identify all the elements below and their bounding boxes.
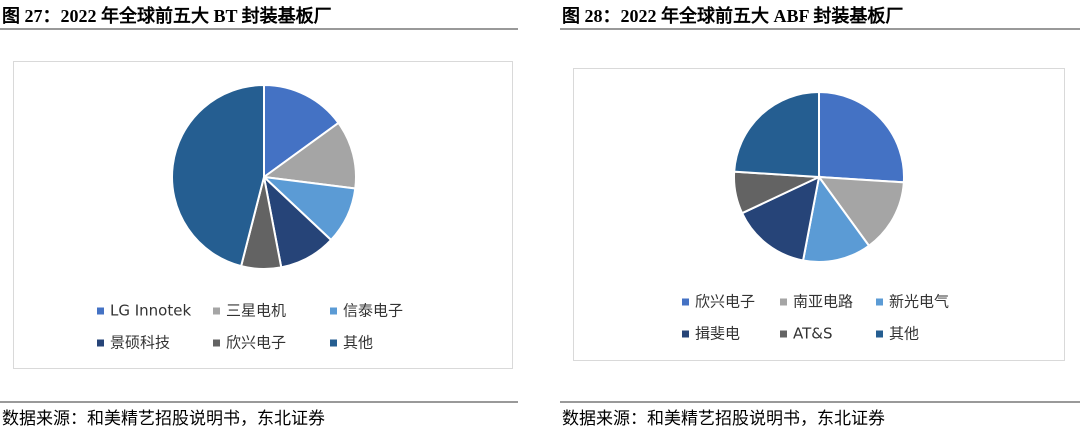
legend-label: 其他: [343, 334, 373, 352]
source-note: 数据来源：和美精艺招股说明书，东北证券: [562, 409, 885, 429]
legend-label: 新光电气: [889, 293, 949, 311]
legend-label: 景硕科技: [110, 334, 170, 352]
legend-swatch: [780, 330, 787, 338]
legend-swatch: [876, 298, 883, 306]
pie-slice: [801, 174, 871, 263]
legend-swatch: [682, 330, 689, 338]
legend-swatch: [213, 339, 220, 347]
legend-label: 其他: [889, 325, 919, 343]
legend-label: AT&S: [793, 325, 832, 343]
legend-label: LG Innotek: [110, 302, 191, 320]
chart-title: 图 27：2022 年全球前五大 BT 封装基板厂: [2, 5, 332, 26]
pie-slice: [263, 83, 340, 179]
pie-slice: [733, 90, 820, 179]
pie-slice: [740, 175, 821, 262]
legend-swatch: [213, 307, 220, 315]
pie-slice: [818, 90, 905, 184]
legend-swatch: [97, 307, 104, 315]
legend-swatch: [330, 307, 337, 315]
pie-slice: [171, 83, 265, 268]
legend-swatch: [682, 298, 689, 306]
legend-swatch: [780, 298, 787, 306]
source-note: 数据来源：和美精艺招股说明书，东北证券: [2, 409, 325, 429]
legend-label: 揖斐电: [695, 325, 740, 343]
legend-label: 欣兴电子: [695, 293, 755, 311]
legend-label: 信泰电子: [343, 302, 403, 320]
legend-label: 三星电机: [226, 302, 286, 320]
legend-label: 南亚电路: [793, 293, 853, 311]
legend-label: 欣兴电子: [226, 334, 286, 352]
chart-title: 图 28：2022 年全球前五大 ABF 封装基板厂: [562, 5, 903, 26]
legend-swatch: [876, 330, 883, 338]
pie-slice: [816, 175, 905, 248]
legend-swatch: [97, 339, 104, 347]
legend-swatch: [330, 339, 337, 347]
pie-slice: [261, 121, 357, 190]
